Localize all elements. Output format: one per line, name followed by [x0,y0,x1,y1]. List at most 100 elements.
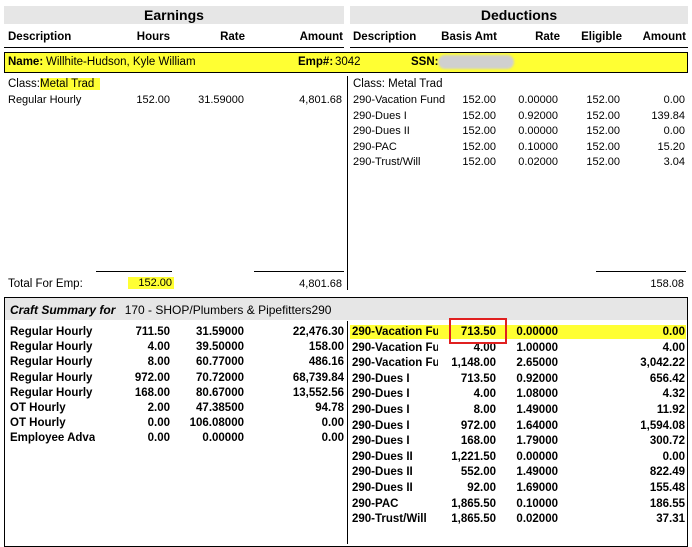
craft-deduction-row: 290-Dues I 713.50 0.92000 656.42 [0,372,692,387]
craft-ded-amount: 4.00 [662,341,685,354]
craft-ded-desc: 290-Dues I [352,404,410,416]
craft-earn-hours: 0.00 [147,417,170,430]
deductions-header: Deductions [480,7,558,23]
ded-desc: 290-Dues II [353,125,410,138]
craft-ded-rate: 1.08000 [516,388,558,401]
craft-ded-desc: 290-Vacation Fun [352,341,438,354]
ded-rate: 0.92000 [518,109,558,122]
deduction-row: 290-Dues II 152.00 0.00000 152.00 0.00 [0,124,692,139]
deduction-row: 290-Dues I 152.00 0.92000 152.00 139.84 [0,109,692,124]
craft-ded-rate: 1.79000 [516,435,558,448]
craft-earn-hours: 711.50 [135,326,170,338]
craft-earn-amount: 0.00 [321,417,344,430]
craft-ded-rate: 1.49000 [516,466,558,479]
craft-earn-desc: Regular Hourly [10,341,93,354]
earnings-row: Regular Hourly 152.00 31.59000 4,801.68 [0,93,346,108]
craft-ded-basis: 713.50 [460,326,496,338]
col-description: Description [8,31,72,43]
craft-ded-rate: 0.02000 [516,513,558,526]
craft-earnings-row: Regular Hourly 972.00 70.72000 68,739.84 [0,371,346,386]
craft-ded-desc: 290-PAC [352,497,399,510]
craft-ded-amount: 3,042.22 [640,357,685,370]
col-ded-description: Description [353,31,417,43]
name-label: Name: [8,56,44,68]
craft-ded-basis: 4.00 [473,388,496,401]
employee-name-band [4,52,688,73]
craft-earn-desc: Regular Hourly [10,356,93,369]
deductions-header-band [350,6,688,24]
ded-desc: 290-Vacation Fund [353,94,446,106]
earn-amount: 4,801.68 [299,94,342,106]
craft-earn-amount: 94.78 [315,402,344,414]
craft-deduction-row: 290-Dues I 168.00 1.79000 300.72 [0,434,692,449]
craft-deduction-row: 290-Vacation Fun 713.50 0.00000 0.00 [0,325,692,340]
craft-ded-highlight [350,325,686,339]
ded-amount: 0.00 [663,94,685,106]
total-ded-rule [596,271,686,272]
craft-ded-desc: 290-Dues I [352,388,410,401]
craft-earn-desc: Regular Hourly [10,326,93,338]
craft-earn-amount: 486.16 [308,356,344,369]
ded-basis: 152.00 [462,140,496,153]
ded-eligible: 152.00 [586,156,620,169]
ded-class: Class: Metal Trad [353,78,443,90]
craft-ded-rate: 2.65000 [516,357,558,370]
craft-earn-amount: 68,739.84 [292,371,344,384]
craft-deduction-row: 290-Dues II 1,221.50 0.00000 0.00 [0,450,692,465]
ded-eligible: 152.00 [586,109,620,122]
craft-summary-value: 170 - SHOP/Plumbers & Pipefitters290 [124,303,332,317]
col-basis-amt: Basis Amt [441,31,497,43]
craft-deduction-row: 290-Vacation Fun 4.00 1.00000 4.00 [0,341,692,356]
craft-earnings-row: Regular Hourly 711.50 31.59000 22,476.30 [0,325,346,340]
craft-divider [347,321,348,544]
ded-basis: 152.00 [462,94,496,106]
total-amount-rule [254,271,344,272]
total-amount: 4,801.68 [299,278,342,290]
ded-desc: 290-PAC [353,140,397,153]
craft-ded-amount: 186.55 [649,497,685,510]
craft-earn-rate: 47.38500 [196,402,244,414]
craft-ded-rate: 0.92000 [516,372,558,385]
col-amount: Amount [299,31,343,43]
ded-basis: 152.00 [462,156,496,169]
craft-earn-rate: 39.50000 [196,341,244,354]
craft-ded-rate: 1.64000 [516,419,558,432]
craft-earnings-row: Regular Hourly 168.00 80.67000 13,552.56 [0,386,346,401]
craft-ded-desc: 290-Dues II [352,482,413,494]
craft-ded-basis: 1,221.50 [451,450,496,463]
ded-amount: 139.84 [651,109,685,122]
ded-amount: 3.04 [663,156,685,169]
earnings-header: Earnings [144,7,204,23]
ded-basis: 152.00 [462,125,496,138]
total-ded-amount: 158.08 [650,278,684,290]
earn-desc: Regular Hourly [8,94,82,106]
craft-earn-hours: 0.00 [147,432,170,445]
craft-earnings-row: Regular Hourly 4.00 39.50000 158.00 [0,340,346,355]
craft-ded-basis: 1,148.00 [451,357,496,370]
craft-ded-desc: 290-Dues I [352,435,410,448]
craft-ded-basis: 1,865.50 [451,513,496,526]
craft-earn-amount: 22,476.30 [292,326,344,338]
craft-ded-basis: 1,865.50 [451,497,496,510]
craft-deduction-row: 290-Trust/Will 1,865.50 0.02000 37.31 [0,512,692,527]
craft-ded-rate: 0.10000 [516,497,558,510]
craft-ded-desc: 290-Vacation Fun [352,357,438,370]
earn-class-label: Class: [8,78,40,90]
craft-ded-rate: 1.00000 [516,341,558,354]
ded-rate: 0.10000 [518,140,558,153]
craft-ded-rate: 1.69000 [516,482,558,494]
col-eligible: Eligible [581,31,622,43]
total-label: Total For Emp: [8,278,83,290]
ded-eligible: 152.00 [586,94,620,106]
craft-ded-desc: 290-Dues I [352,419,410,432]
craft-earn-hours: 2.00 [147,402,170,414]
craft-earn-desc: Employee Advanc [10,432,95,445]
header-rule-left [4,47,344,48]
craft-ded-rate: 0.00000 [516,326,558,338]
craft-ded-desc: 290-Dues I [352,372,410,385]
earnings-header-band [4,6,344,24]
craft-earn-desc: OT Hourly [10,417,66,430]
col-ded-amount: Amount [642,31,686,43]
craft-ded-basis: 713.50 [460,372,496,385]
craft-earn-hours: 972.00 [134,371,170,384]
